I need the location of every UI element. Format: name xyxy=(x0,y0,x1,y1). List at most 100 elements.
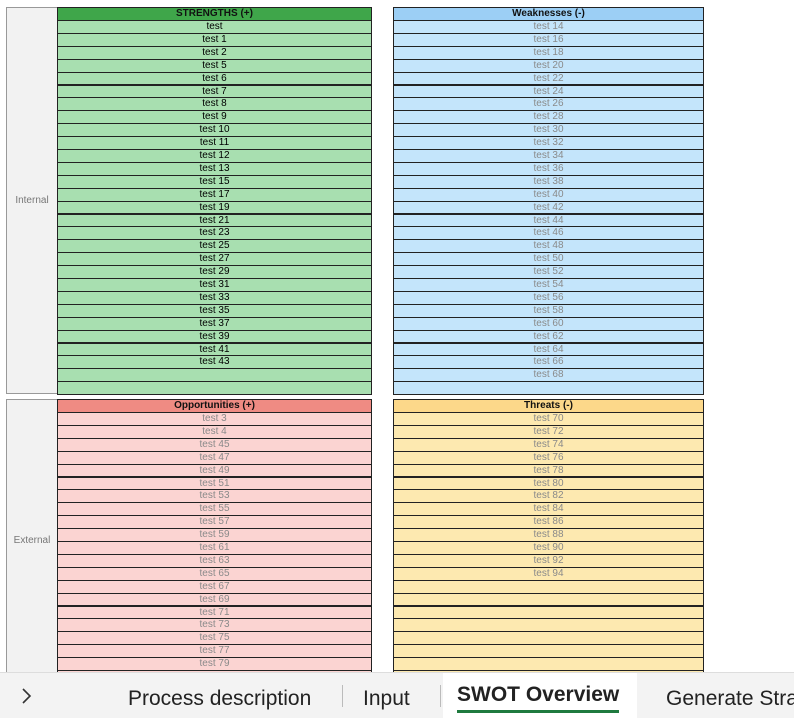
item-cell[interactable]: test 34 xyxy=(393,149,704,163)
item-cell[interactable]: test 1 xyxy=(57,32,372,47)
item-cell[interactable]: test 38 xyxy=(393,174,704,189)
item-cell[interactable]: test 43 xyxy=(57,355,372,370)
item-cell[interactable]: test 72 xyxy=(393,424,704,439)
item-cell[interactable]: test 30 xyxy=(393,123,704,138)
item-cell[interactable]: test 15 xyxy=(57,174,372,189)
item-cell[interactable]: test 41 xyxy=(57,342,372,357)
item-cell[interactable]: test 70 xyxy=(393,412,704,426)
item-cell[interactable]: test 2 xyxy=(57,45,372,60)
item-cell[interactable]: test 22 xyxy=(393,71,704,86)
item-cell[interactable]: test 61 xyxy=(57,541,372,555)
item-cell[interactable]: test 63 xyxy=(57,553,372,568)
empty-cell[interactable] xyxy=(393,579,704,594)
item-cell[interactable]: test 26 xyxy=(393,97,704,112)
item-cell[interactable]: test 7 xyxy=(57,84,372,99)
item-cell[interactable]: test 60 xyxy=(393,316,704,331)
item-cell[interactable]: test 21 xyxy=(57,213,372,228)
item-cell[interactable]: test 23 xyxy=(57,226,372,241)
empty-cell[interactable] xyxy=(393,670,704,672)
item-cell[interactable]: test 74 xyxy=(393,437,704,452)
item-cell[interactable]: test 10 xyxy=(57,123,372,138)
sheet-tab[interactable]: Process description xyxy=(128,687,312,710)
empty-cell[interactable] xyxy=(393,618,704,633)
empty-cell[interactable] xyxy=(57,670,372,672)
item-cell[interactable]: test 84 xyxy=(393,502,704,517)
empty-cell[interactable] xyxy=(393,592,704,607)
item-cell[interactable]: test 9 xyxy=(57,110,372,125)
empty-cell[interactable] xyxy=(57,381,372,396)
item-cell[interactable]: test 47 xyxy=(57,450,372,465)
item-cell[interactable]: test 56 xyxy=(393,290,704,305)
item-cell[interactable]: test 44 xyxy=(393,213,704,228)
item-cell[interactable]: test 67 xyxy=(57,579,372,594)
item-cell[interactable]: test 52 xyxy=(393,265,704,279)
item-cell[interactable]: test 31 xyxy=(57,278,372,292)
item-cell[interactable]: test 45 xyxy=(57,437,372,452)
item-cell[interactable]: test 57 xyxy=(57,515,372,530)
sheet-tab[interactable]: Input xyxy=(363,687,410,710)
item-cell[interactable]: test 46 xyxy=(393,226,704,241)
item-cell[interactable]: test 24 xyxy=(393,84,704,99)
item-cell[interactable]: test 17 xyxy=(57,187,372,202)
item-cell[interactable]: test 6 xyxy=(57,71,372,86)
item-cell[interactable]: test xyxy=(57,20,372,34)
item-cell[interactable]: test 86 xyxy=(393,515,704,530)
item-cell[interactable]: test 75 xyxy=(57,631,372,646)
item-cell[interactable]: test 77 xyxy=(57,644,372,659)
item-cell[interactable]: test 36 xyxy=(393,161,704,176)
empty-cell[interactable] xyxy=(57,368,372,383)
item-cell[interactable]: test 66 xyxy=(393,355,704,370)
item-cell[interactable]: test 90 xyxy=(393,541,704,555)
item-cell[interactable]: test 33 xyxy=(57,290,372,305)
item-cell[interactable]: test 62 xyxy=(393,329,704,344)
item-cell[interactable]: test 94 xyxy=(393,566,704,581)
item-cell[interactable]: test 49 xyxy=(57,463,372,478)
item-cell[interactable]: test 65 xyxy=(57,566,372,581)
item-cell[interactable]: test 59 xyxy=(57,528,372,542)
empty-cell[interactable] xyxy=(393,605,704,620)
item-cell[interactable]: test 25 xyxy=(57,239,372,254)
item-cell[interactable]: test 68 xyxy=(393,368,704,383)
empty-cell[interactable] xyxy=(393,657,704,671)
item-cell[interactable]: test 51 xyxy=(57,476,372,491)
item-cell[interactable]: test 18 xyxy=(393,45,704,60)
item-cell[interactable]: test 37 xyxy=(57,316,372,331)
item-cell[interactable]: test 82 xyxy=(393,489,704,504)
item-cell[interactable]: test 58 xyxy=(393,303,704,318)
item-cell[interactable]: test 14 xyxy=(393,20,704,34)
empty-cell[interactable] xyxy=(393,631,704,646)
item-cell[interactable]: test 64 xyxy=(393,342,704,357)
item-cell[interactable]: test 79 xyxy=(57,657,372,671)
item-cell[interactable]: test 19 xyxy=(57,200,372,215)
sheet-tab[interactable]: Generate Stra xyxy=(666,687,794,710)
item-cell[interactable]: test 73 xyxy=(57,618,372,633)
item-cell[interactable]: test 5 xyxy=(57,58,372,73)
item-cell[interactable]: test 35 xyxy=(57,303,372,318)
item-cell[interactable]: test 16 xyxy=(393,32,704,47)
item-cell[interactable]: test 8 xyxy=(57,97,372,112)
item-cell[interactable]: test 32 xyxy=(393,136,704,150)
item-cell[interactable]: test 40 xyxy=(393,187,704,202)
item-cell[interactable]: test 69 xyxy=(57,592,372,607)
item-cell[interactable]: test 48 xyxy=(393,239,704,254)
item-cell[interactable]: test 4 xyxy=(57,424,372,439)
item-cell[interactable]: test 92 xyxy=(393,553,704,568)
empty-cell[interactable] xyxy=(393,644,704,659)
item-cell[interactable]: test 3 xyxy=(57,412,372,426)
scroll-arrow[interactable] xyxy=(20,687,34,705)
item-cell[interactable]: test 54 xyxy=(393,278,704,292)
item-cell[interactable]: test 42 xyxy=(393,200,704,215)
item-cell[interactable]: test 29 xyxy=(57,265,372,279)
item-cell[interactable]: test 12 xyxy=(57,149,372,163)
item-cell[interactable]: test 80 xyxy=(393,476,704,491)
empty-cell[interactable] xyxy=(393,381,704,396)
item-cell[interactable]: test 50 xyxy=(393,252,704,267)
item-cell[interactable]: test 55 xyxy=(57,502,372,517)
item-cell[interactable]: test 20 xyxy=(393,58,704,73)
item-cell[interactable]: test 39 xyxy=(57,329,372,344)
item-cell[interactable]: test 11 xyxy=(57,136,372,150)
item-cell[interactable]: test 76 xyxy=(393,450,704,465)
item-cell[interactable]: test 28 xyxy=(393,110,704,125)
item-cell[interactable]: test 53 xyxy=(57,489,372,504)
item-cell[interactable]: test 88 xyxy=(393,528,704,542)
